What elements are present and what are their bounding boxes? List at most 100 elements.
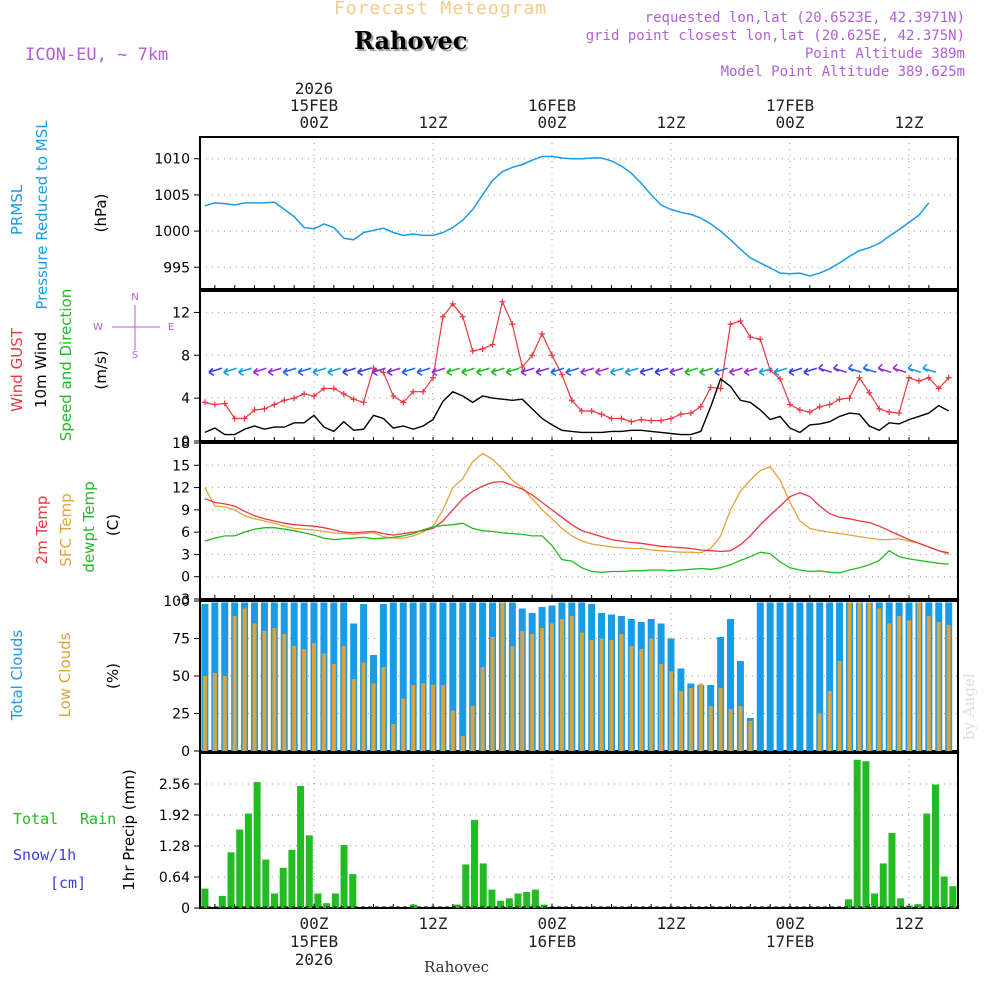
gust-marker — [231, 415, 238, 422]
low-cloud-bar — [440, 685, 445, 751]
rain-bar — [410, 904, 418, 908]
gust-marker — [400, 399, 407, 406]
rain-bar — [253, 782, 261, 908]
gust-marker — [658, 417, 665, 424]
gust-marker — [668, 415, 674, 422]
wind-direction-arrow — [461, 367, 475, 376]
wind-direction-arrow — [788, 367, 803, 376]
gust-marker — [697, 403, 704, 410]
rain-bar — [236, 829, 244, 908]
gust-marker — [221, 400, 228, 407]
low-cloud-bar — [202, 676, 207, 751]
gust-marker — [291, 395, 298, 402]
wind-direction-arrow — [565, 367, 580, 376]
total-cloud-bar — [796, 602, 804, 751]
bottom-axis-12z-label: 12Z — [419, 914, 448, 933]
low-cloud-bar — [748, 721, 753, 751]
gust-marker — [380, 369, 387, 376]
low-cloud-bar — [550, 623, 554, 751]
gust-marker — [430, 374, 436, 381]
low-cloud-bar — [361, 662, 366, 751]
gust-marker — [588, 408, 595, 414]
gust-marker — [896, 410, 903, 417]
low-cloud-bar — [490, 637, 495, 751]
rain-bar — [462, 864, 470, 908]
low-cloud-bar — [589, 640, 594, 751]
gust-marker — [687, 410, 694, 417]
gust-marker — [737, 318, 744, 324]
wind-direction-arrow — [773, 367, 788, 376]
temp-tick-label: 3 — [181, 547, 190, 563]
gust-marker — [906, 374, 912, 381]
gust-marker — [439, 313, 446, 320]
low-cloud-bar — [669, 671, 673, 751]
low-cloud-bar — [480, 667, 485, 751]
wind10-line — [204, 377, 950, 436]
low-cloud-bar — [401, 698, 406, 751]
top-axis-label: 00Z — [300, 113, 329, 132]
gust-marker — [340, 390, 347, 397]
gust-marker — [241, 415, 248, 422]
total-cloud-bar — [826, 602, 834, 751]
wind-panel-frame — [199, 290, 959, 442]
rain-bar — [218, 895, 226, 908]
rain-bar — [497, 900, 505, 908]
wind-direction-arrow — [238, 367, 252, 376]
gust-marker — [489, 341, 496, 348]
gust-marker — [261, 405, 268, 412]
low-cloud-bar — [649, 638, 654, 751]
low-cloud-bar — [500, 602, 505, 751]
wind-gust-label: Wind GUST — [8, 327, 26, 412]
low-cloud-bar — [540, 628, 545, 751]
wind-direction-arrow — [416, 367, 431, 376]
pressure-line — [204, 155, 930, 277]
gust-marker — [281, 397, 288, 404]
low-cloud-bar — [232, 616, 237, 751]
low-cloud-bar — [242, 608, 247, 751]
low-cloud-bar — [688, 688, 693, 751]
top-axis-label: 17FEB — [766, 96, 814, 115]
gust-marker — [420, 388, 427, 395]
total-clouds-label: Total Clouds — [8, 630, 26, 722]
wind-direction-arrow — [580, 367, 594, 376]
rain-bar — [949, 886, 957, 908]
pressure-label-prmsl: PRMSL — [8, 184, 26, 235]
low-cloud-bar — [619, 634, 624, 751]
wind-direction-arrow — [847, 363, 862, 374]
wind-direction-arrow — [699, 367, 713, 376]
wind-direction-arrow — [505, 367, 520, 376]
pressure-unit-label: (hPa) — [92, 194, 110, 233]
rain-bar — [853, 759, 861, 908]
location-title: Rahovec — [354, 26, 468, 55]
wind-direction-arrow — [743, 367, 758, 376]
low-cloud-bar — [926, 616, 931, 751]
rain-bar — [349, 874, 357, 908]
low-cloud-bar — [302, 649, 307, 751]
temp-tick-label: 6 — [181, 525, 190, 541]
top-axis-label: 00Z — [538, 113, 567, 132]
wind-direction-arrow — [401, 367, 416, 376]
temp-panel-frame — [199, 442, 959, 600]
gust-marker — [568, 397, 575, 404]
pressure-panel-frame — [199, 136, 959, 290]
total-cloud-bar — [806, 602, 814, 751]
gust-marker — [945, 374, 952, 381]
precip-tick-label: 1.92 — [159, 808, 190, 824]
total-cloud-bar — [399, 602, 407, 751]
wind-direction-arrow — [223, 367, 237, 376]
wind-direction-arrow — [877, 363, 892, 374]
wind-direction-arrow — [267, 367, 282, 376]
temp-tick-label: 18 — [172, 436, 190, 452]
gust-marker — [777, 375, 784, 382]
clouds-tick-label: 100 — [163, 594, 190, 610]
low-cloud-bar — [520, 631, 525, 751]
model-name: ICON-EU, ~ 7km — [25, 45, 169, 65]
gust-marker — [787, 401, 793, 408]
temp-tick-label: 15 — [172, 458, 190, 474]
gust-marker — [350, 396, 357, 403]
low-clouds-label: Low Clouds — [56, 632, 74, 717]
top-axis-label: 00Z — [776, 113, 805, 132]
gust-marker — [539, 330, 546, 337]
gust-marker — [449, 300, 456, 307]
